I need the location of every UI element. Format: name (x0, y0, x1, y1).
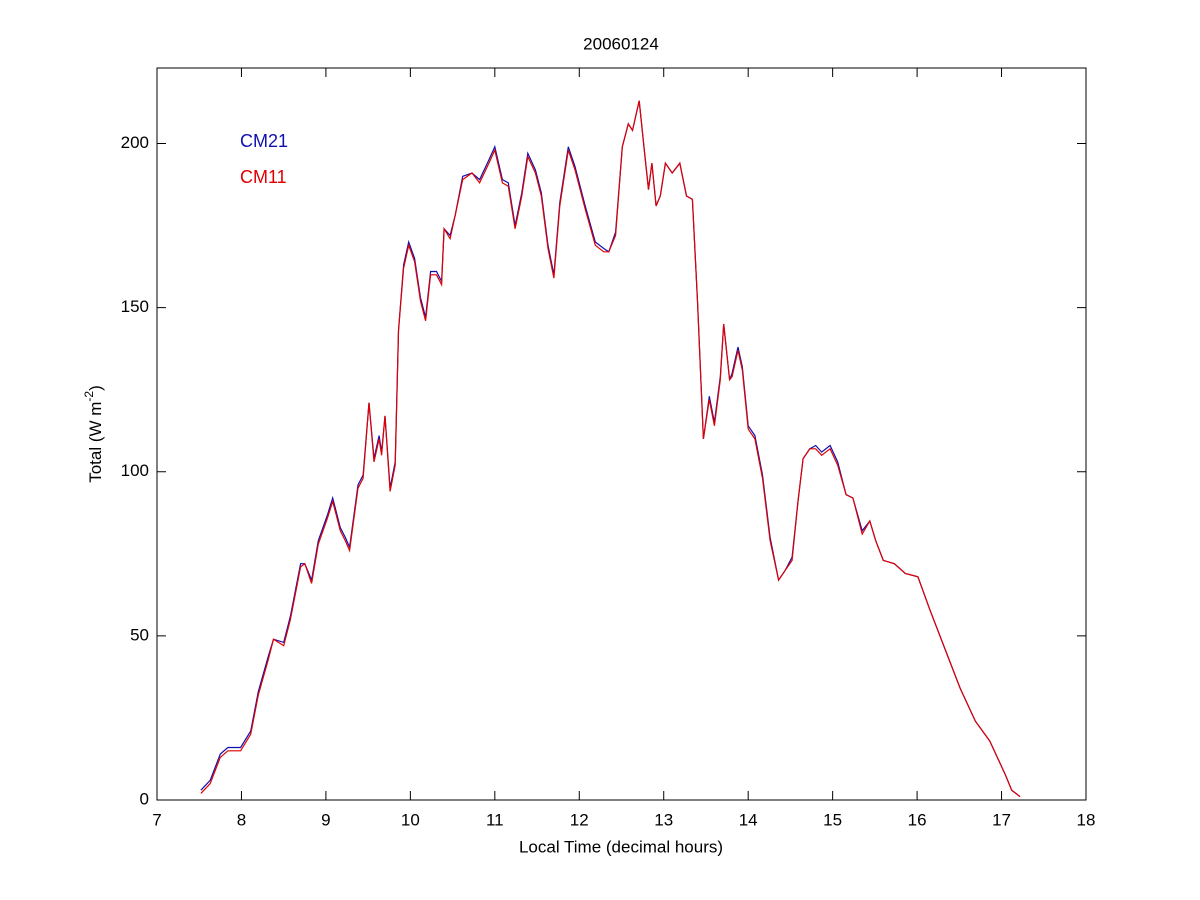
x-tick-label: 18 (1077, 810, 1096, 829)
series-line (200, 100, 1021, 798)
y-label-sup: -2 (82, 391, 96, 402)
x-tick-label: 17 (992, 810, 1011, 829)
x-tick-label: 14 (739, 810, 758, 829)
x-tick-label: 13 (654, 810, 673, 829)
y-axis-label: Total (W m-2) (82, 385, 105, 483)
y-tick-label: 200 (121, 133, 149, 152)
x-tick-label: 15 (823, 810, 842, 829)
y-tick-label: 150 (121, 297, 149, 316)
chart-title: 20060124 (583, 34, 659, 53)
y-label-text: Total (W m (86, 402, 105, 483)
x-tick-label: 10 (401, 810, 420, 829)
y-tick-label: 50 (130, 625, 149, 644)
x-tick-label: 16 (908, 810, 927, 829)
legend-label: CM11 (240, 167, 287, 187)
y-tick-label: 0 (140, 789, 149, 808)
x-tick-label: 11 (486, 810, 504, 829)
y-tick-label: 100 (121, 461, 149, 480)
plot-box (156, 67, 1087, 801)
x-tick-label: 8 (237, 810, 246, 829)
x-tick-label: 7 (152, 810, 161, 829)
y-label-close: ) (86, 385, 105, 391)
x-tick-label: 12 (570, 810, 589, 829)
legend-label: CM21 (240, 131, 288, 151)
x-tick-label: 9 (321, 810, 330, 829)
x-axis-label: Local Time (decimal hours) (519, 837, 723, 856)
